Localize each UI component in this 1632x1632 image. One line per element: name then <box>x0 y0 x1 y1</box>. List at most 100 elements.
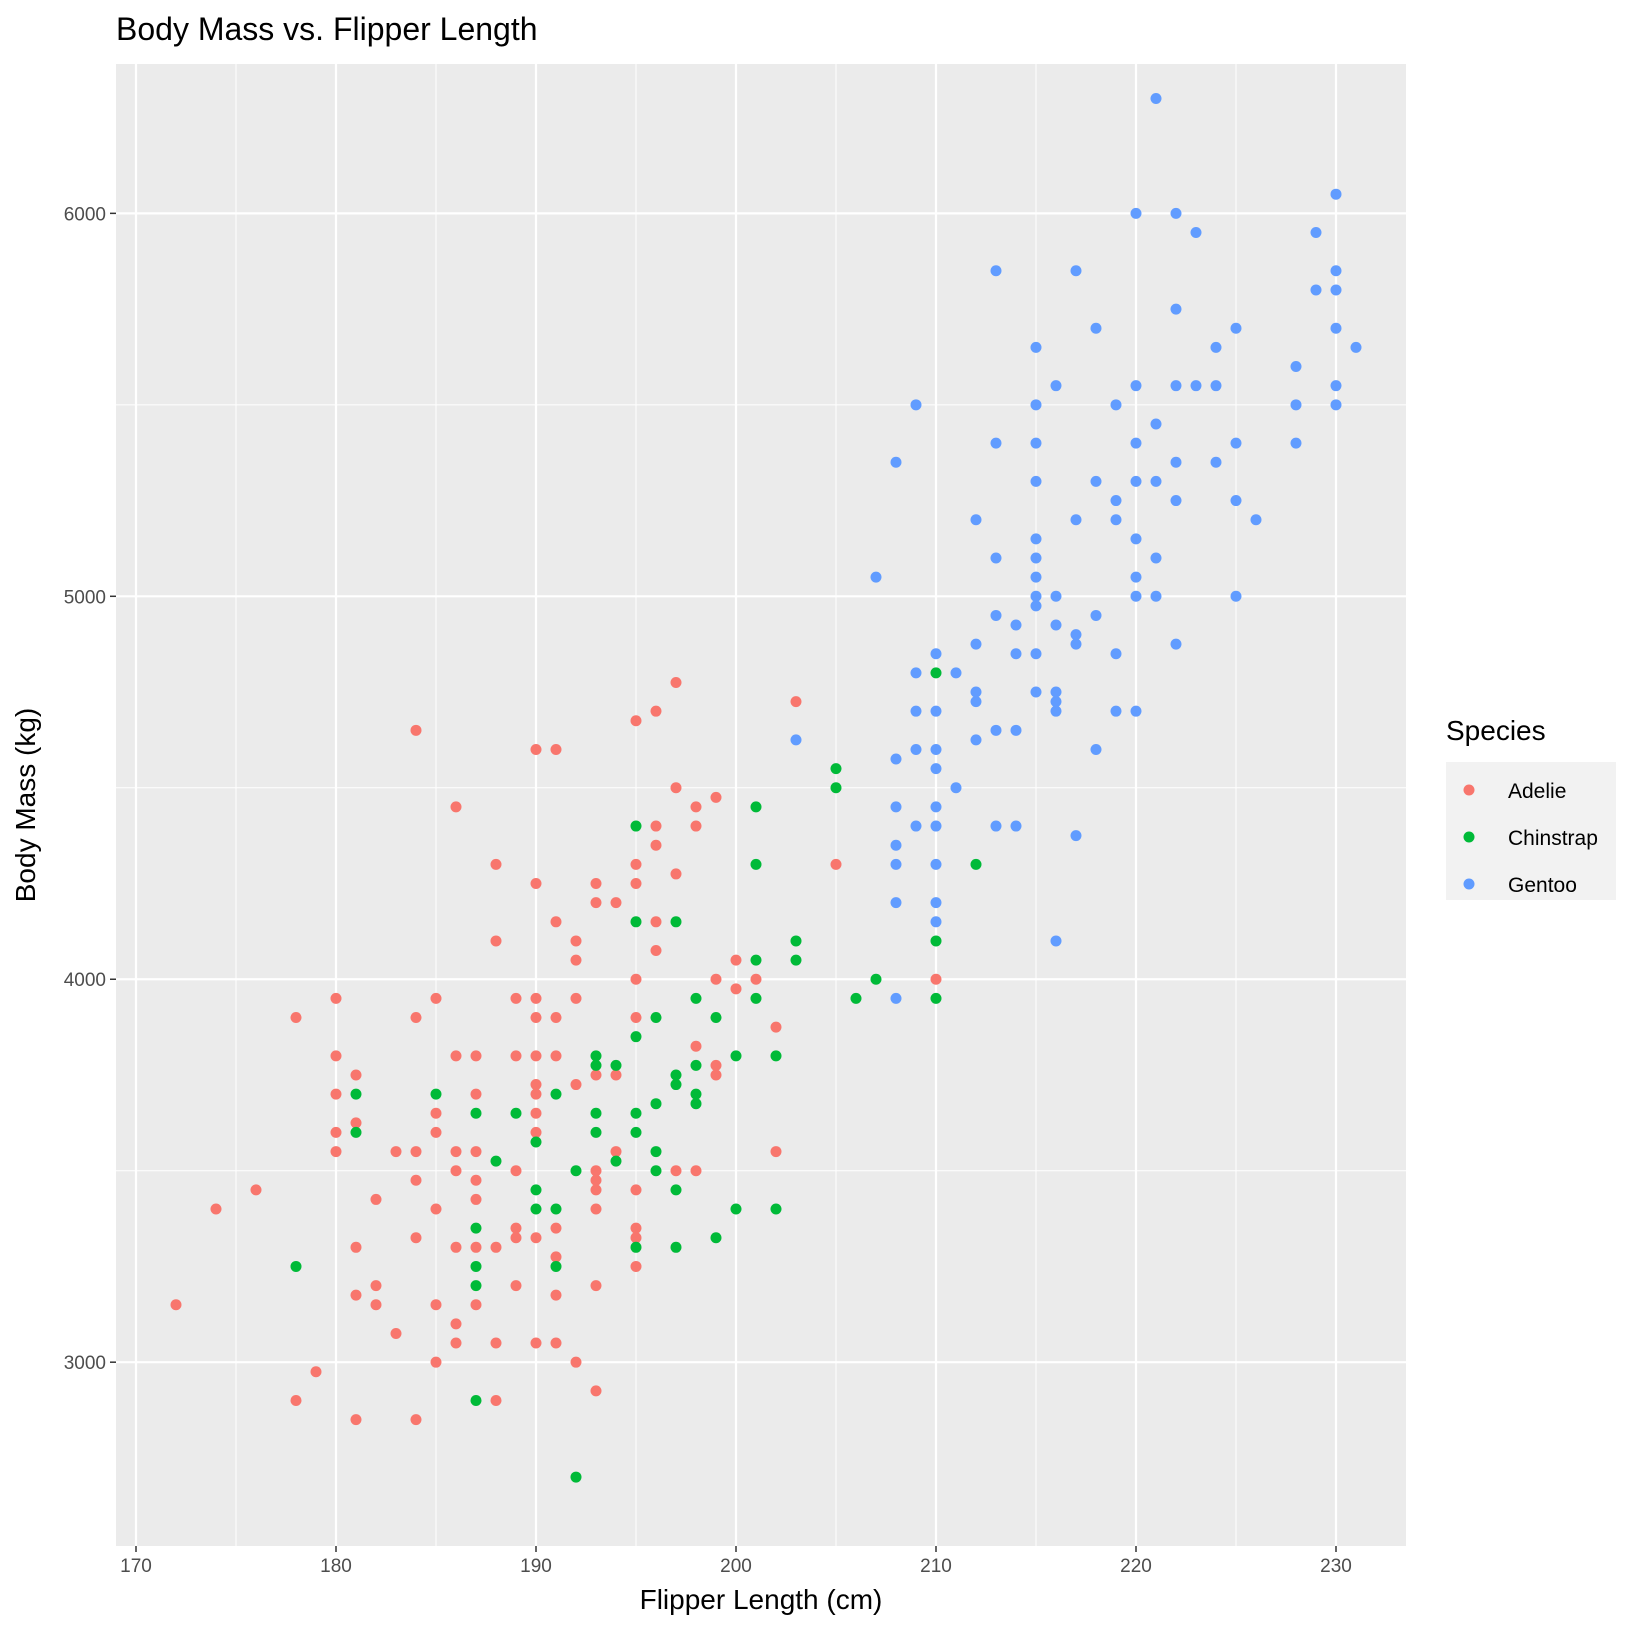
data-point <box>790 935 802 947</box>
data-point <box>1230 437 1242 449</box>
x-tick-label: 220 <box>1120 1556 1152 1577</box>
data-point <box>930 820 942 832</box>
data-point <box>990 437 1002 449</box>
data-point <box>870 571 882 583</box>
data-point <box>590 1203 602 1215</box>
data-point <box>750 992 762 1004</box>
data-point <box>670 916 682 928</box>
data-point <box>890 897 902 909</box>
data-point <box>1330 322 1342 334</box>
data-point <box>470 1088 482 1100</box>
minor-gridlines <box>116 64 1406 1546</box>
data-point <box>670 1241 682 1253</box>
data-point <box>1050 590 1062 602</box>
data-point <box>950 667 962 679</box>
data-point <box>430 1126 442 1138</box>
data-point <box>370 1280 382 1292</box>
data-point <box>690 1165 702 1177</box>
y-tick-label: 6000 <box>64 204 106 225</box>
data-point <box>930 763 942 775</box>
data-point <box>1030 399 1042 411</box>
data-point <box>970 858 982 870</box>
y-axis-title: Body Mass (kg) <box>10 708 41 903</box>
data-point <box>470 1174 482 1186</box>
data-point <box>630 973 642 985</box>
data-point <box>470 1260 482 1272</box>
data-point <box>710 1059 722 1071</box>
data-point <box>1010 619 1022 631</box>
x-tick-label: 170 <box>120 1556 152 1577</box>
data-point <box>630 1222 642 1234</box>
x-tick-label: 230 <box>1320 1556 1352 1577</box>
data-point <box>690 1098 702 1110</box>
data-point <box>470 1146 482 1158</box>
data-point <box>1110 495 1122 507</box>
data-point <box>530 1050 542 1062</box>
data-point <box>590 1050 602 1062</box>
data-point <box>470 1222 482 1234</box>
data-point <box>510 1050 522 1062</box>
data-point <box>670 1165 682 1177</box>
data-point <box>650 1165 662 1177</box>
data-point <box>1130 207 1142 219</box>
data-point <box>1170 207 1182 219</box>
data-point <box>1030 552 1042 564</box>
data-point <box>290 1260 302 1272</box>
data-point <box>490 1155 502 1167</box>
data-point <box>710 973 722 985</box>
data-point <box>1150 552 1162 564</box>
data-point <box>930 667 942 679</box>
data-point <box>1030 437 1042 449</box>
x-tick-label: 210 <box>920 1556 952 1577</box>
data-point <box>1190 226 1202 238</box>
x-tick-label: 190 <box>520 1556 552 1577</box>
data-point <box>1050 705 1062 717</box>
data-point <box>530 1136 542 1148</box>
data-point <box>770 1203 782 1215</box>
data-point <box>1030 600 1042 612</box>
data-point <box>630 1031 642 1043</box>
data-point <box>170 1299 182 1311</box>
data-point <box>1350 341 1362 353</box>
data-point <box>650 705 662 717</box>
data-point <box>1050 380 1062 392</box>
data-point <box>530 1088 542 1100</box>
data-point <box>670 676 682 688</box>
data-point <box>210 1203 222 1215</box>
data-point <box>930 992 942 1004</box>
data-point <box>890 753 902 765</box>
data-point <box>910 705 922 717</box>
data-point <box>1010 648 1022 660</box>
data-point <box>990 552 1002 564</box>
data-point <box>350 1088 362 1100</box>
data-point <box>1210 380 1222 392</box>
data-point <box>450 1146 462 1158</box>
data-point <box>490 935 502 947</box>
data-point <box>1070 629 1082 641</box>
data-point <box>790 734 802 746</box>
data-point <box>930 705 942 717</box>
data-point <box>730 983 742 995</box>
x-axis-title: Flipper Length (cm) <box>640 1584 883 1615</box>
data-point <box>410 724 422 736</box>
data-point <box>990 820 1002 832</box>
data-point <box>1010 820 1022 832</box>
x-tick-label: 180 <box>320 1556 352 1577</box>
data-point <box>650 916 662 928</box>
data-point <box>470 1299 482 1311</box>
data-point <box>550 743 562 755</box>
data-point <box>530 878 542 890</box>
data-point <box>930 858 942 870</box>
data-point <box>550 1289 562 1301</box>
data-point <box>1170 495 1182 507</box>
data-point <box>610 1069 622 1081</box>
data-point <box>590 897 602 909</box>
data-point <box>1110 648 1122 660</box>
data-point <box>410 1414 422 1426</box>
data-point <box>1250 514 1262 526</box>
data-points <box>170 92 1362 1483</box>
data-point <box>570 935 582 947</box>
data-point <box>470 1193 482 1205</box>
data-point <box>730 1203 742 1215</box>
data-point <box>750 801 762 813</box>
